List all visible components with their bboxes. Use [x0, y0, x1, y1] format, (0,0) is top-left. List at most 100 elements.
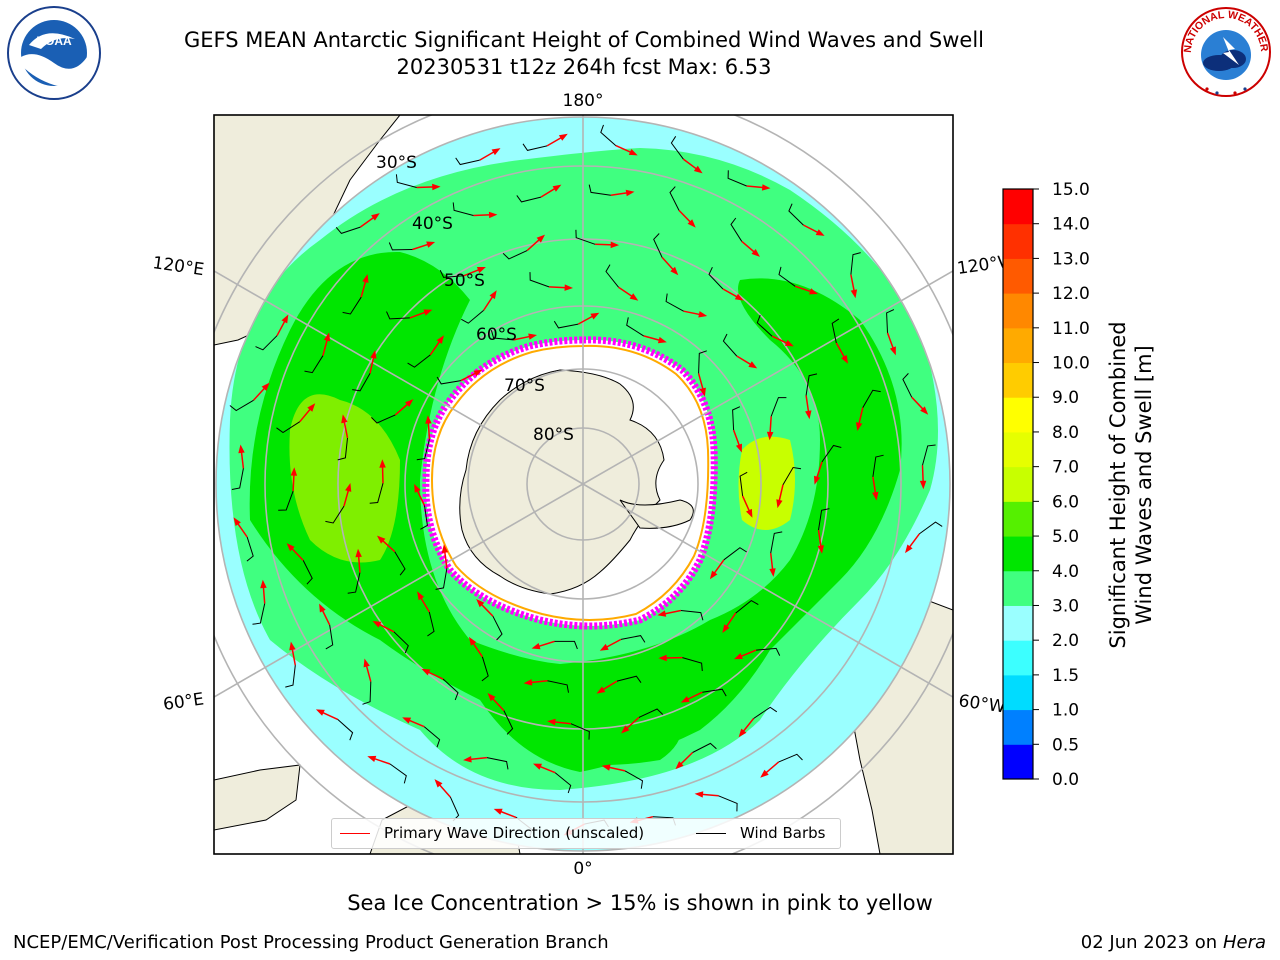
wave-direction-arrow	[746, 185, 765, 189]
wave-direction-arrowhead	[315, 709, 325, 716]
wind-barb	[492, 615, 503, 641]
wind-barb	[665, 293, 684, 312]
wave-direction-arrowhead	[307, 403, 316, 412]
wind-barb	[732, 406, 741, 431]
footer-date-text: 02 Jun 2023 on	[1080, 932, 1218, 953]
wave-direction-arrow	[290, 546, 304, 561]
wave-direction-arrowhead	[290, 467, 298, 476]
wind-barb	[778, 753, 803, 763]
wind-barb	[342, 296, 362, 315]
wind-barb	[638, 708, 664, 718]
wave-direction-arrow	[802, 224, 820, 234]
colorbar-segment	[1003, 466, 1033, 502]
wave-direction-arrow	[595, 243, 614, 246]
colorbar-frame	[1002, 188, 1034, 780]
wind-barb	[325, 625, 334, 650]
wind-barb	[407, 354, 431, 368]
chart-subtitle: 20230531 t12z 264h fcst Max: 6.53	[396, 55, 772, 79]
wind-barb	[588, 184, 611, 196]
wind-barb	[246, 536, 254, 562]
colorbar-segment	[1003, 397, 1033, 433]
wave-direction-arrowhead	[850, 289, 858, 299]
wave-direction-arrow	[416, 186, 435, 189]
national-weather-service-logo: NATIONAL WEATHER SERVICE	[1177, 3, 1271, 97]
wind-barb	[486, 757, 509, 770]
wave-direction-arrow	[377, 623, 395, 633]
wave-direction-arrow	[548, 286, 568, 289]
wave-direction-arrowhead	[889, 346, 896, 356]
wind-barb	[756, 647, 781, 656]
colorbar-tick-label: 13.0	[1052, 249, 1090, 269]
colorbar-tick-label: 9.0	[1052, 388, 1079, 408]
wave-direction-arrow	[741, 495, 751, 513]
wave-direction-arrowhead	[558, 133, 568, 141]
colorbar-segment	[1003, 640, 1033, 676]
wave-direction-arrow	[276, 319, 287, 337]
wind-barb	[850, 252, 861, 275]
wind-barb	[919, 521, 943, 535]
colorbar-segment	[1003, 431, 1033, 468]
wave-direction-arrow	[685, 691, 703, 701]
wave-direction-arrowhead	[319, 603, 326, 613]
map-boundary-circle	[215, 116, 951, 852]
wave-direction-arrowhead	[323, 332, 331, 342]
wind-barb	[362, 681, 372, 705]
wave-direction-arrowhead	[596, 686, 606, 694]
wind-barb	[600, 124, 617, 146]
wind-barb	[423, 726, 441, 748]
wave-direction-arrow	[343, 488, 350, 507]
wave-direction-arrowhead	[920, 406, 929, 415]
wave-direction-arrowhead	[776, 499, 783, 509]
wave-direction-arrow	[724, 612, 737, 629]
wave-direction-arrowhead	[670, 266, 679, 276]
wave-direction-arrow	[437, 783, 451, 798]
wave-direction-arrowhead	[625, 189, 635, 197]
colorbar-tick-label: 10.0	[1052, 354, 1090, 374]
wave-direction-arrow	[764, 761, 779, 775]
wave-direction-arrowhead	[919, 480, 927, 490]
wave-direction-arrow	[722, 288, 739, 299]
wave-direction-arrow	[529, 680, 548, 684]
wave-direction-arrowhead	[693, 165, 703, 174]
colorbar-segment	[1003, 674, 1033, 711]
wave-direction-arrowhead	[260, 579, 267, 589]
wave-direction-arrowhead	[872, 491, 879, 501]
colorbar-tick-label: 1.0	[1052, 701, 1079, 721]
colorbar-tick-label: 0.0	[1052, 770, 1079, 790]
wave-direction-arrow	[394, 402, 410, 416]
wave-direction-arrowhead	[493, 808, 503, 815]
wave-direction-arrow	[426, 670, 444, 680]
wave-direction-arrowhead	[657, 610, 667, 617]
wave-direction-arrow	[817, 529, 822, 549]
wave-direction-arrowhead	[547, 718, 556, 726]
map-frame	[213, 114, 954, 855]
wave-direction-arrowhead	[371, 213, 380, 221]
wave-direction-arrowhead	[784, 339, 794, 347]
wave-direction-arrow	[343, 420, 349, 439]
wind-barb	[285, 665, 296, 688]
wave-direction-arrowhead	[709, 570, 718, 580]
wave-direction-arrowhead	[751, 249, 760, 257]
wave-direction-arrowhead	[489, 290, 497, 300]
legend-item-wind-barbs: Wind Barbs	[696, 824, 825, 842]
wave-direction-arrowhead	[473, 369, 483, 377]
colorbar-segment	[1003, 570, 1033, 606]
wave-direction-arrow	[552, 720, 571, 725]
wave-direction-arrow	[911, 396, 925, 411]
wave-direction-arrowhead	[601, 764, 611, 771]
wave-direction-arrow	[907, 533, 920, 549]
wind-barb	[420, 505, 428, 530]
wave-direction-arrow	[537, 640, 555, 648]
wind-barb	[229, 399, 254, 412]
wave-direction-arrow	[601, 680, 618, 692]
wave-direction-arrow	[291, 647, 297, 666]
wind-barb	[739, 471, 748, 496]
wave-direction-arrowhead	[746, 508, 753, 518]
wave-direction-arrow	[857, 407, 864, 426]
wind-barb	[547, 680, 569, 693]
wave-direction-arrow	[292, 473, 295, 492]
wave-direction-arrowhead	[698, 311, 708, 318]
wave-direction-arrowhead	[766, 431, 774, 441]
wind-barb	[427, 611, 435, 637]
